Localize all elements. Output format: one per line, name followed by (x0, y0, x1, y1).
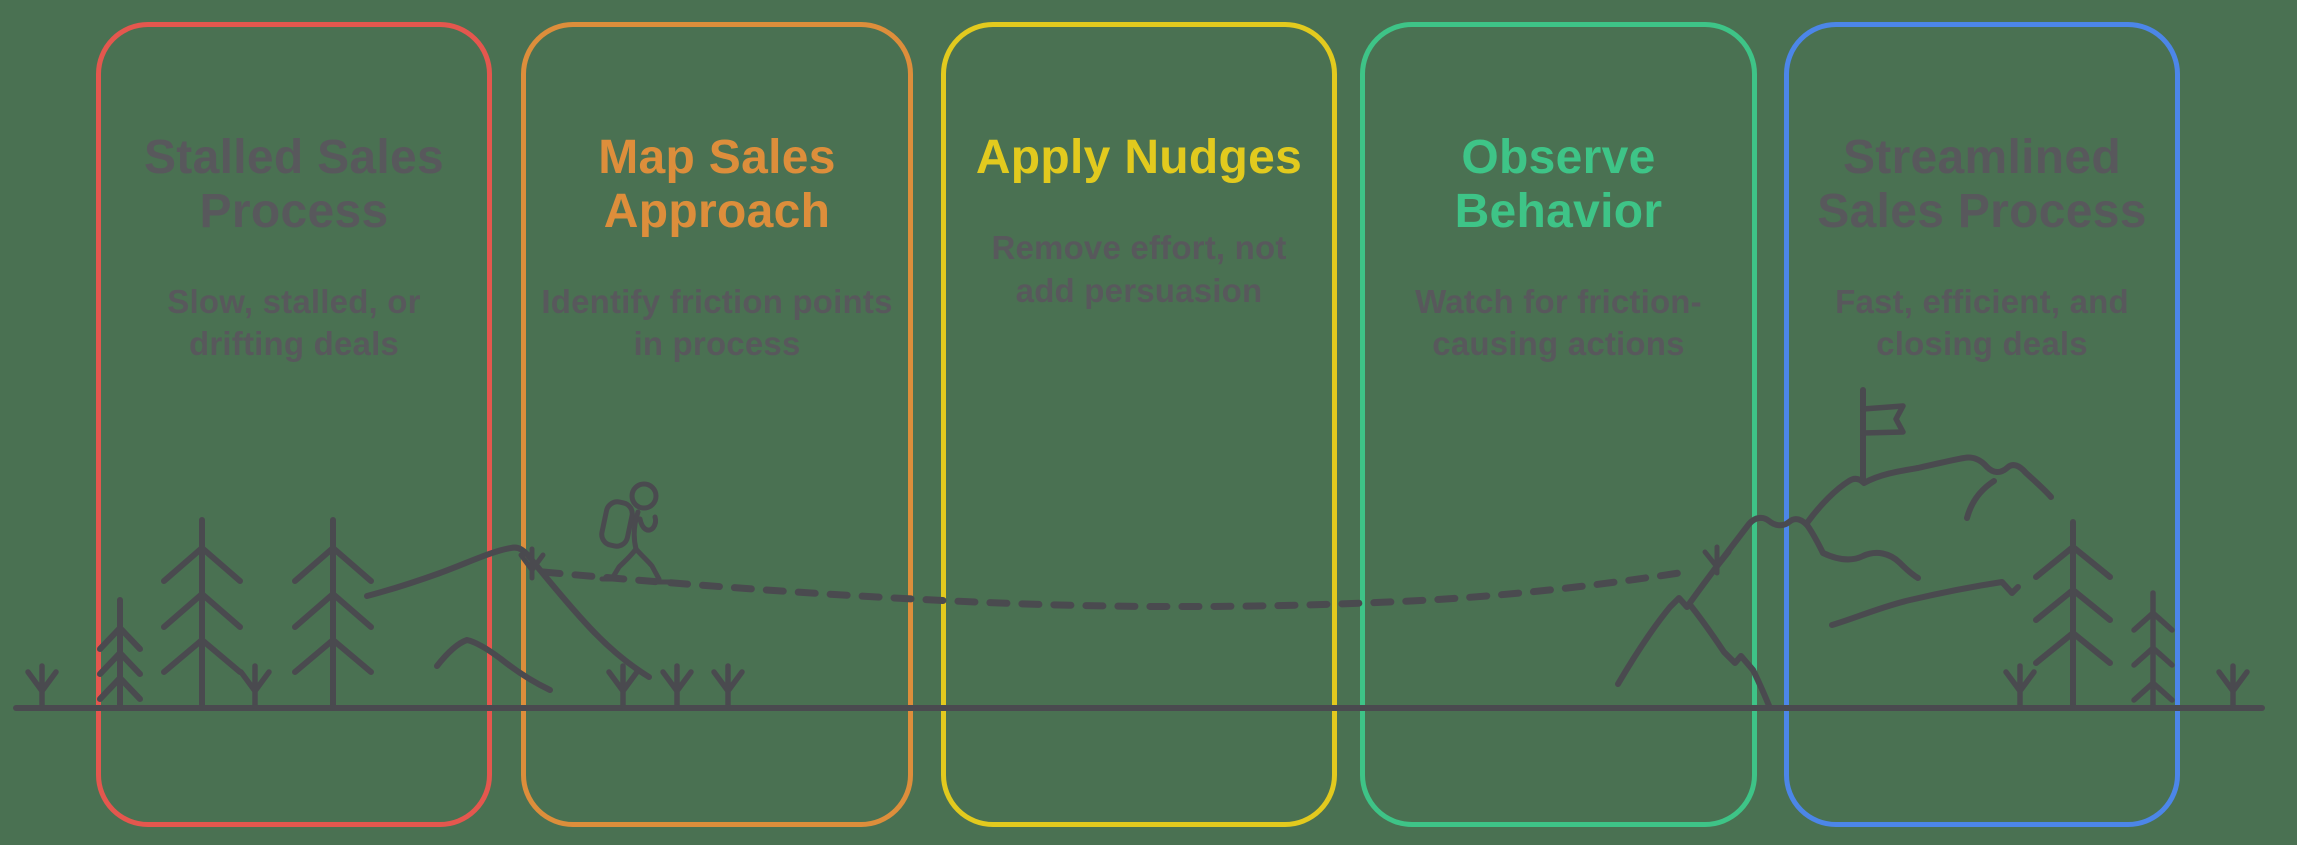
card-title: Stalled Sales Process (143, 131, 445, 238)
card-subtitle: Watch for friction- causing actions (1415, 282, 1702, 363)
card-apply-nudges: Apply Nudges Remove effort, not add pers… (941, 22, 1337, 827)
card-streamlined-sales-process: Streamlined Sales Process Fast, efficien… (1784, 22, 2180, 827)
card-map-sales-approach: Map Sales Approach Identify friction poi… (521, 22, 913, 827)
card-subtitle: Slow, stalled, or drifting deals (167, 282, 421, 363)
card-subtitle: Remove effort, not add persuasion (991, 228, 1287, 309)
card-subtitle: Fast, efficient, and closing deals (1835, 282, 2129, 363)
card-title: Streamlined Sales Process (1817, 131, 2147, 238)
sprout-icon (2216, 663, 2250, 709)
card-observe-behavior: Observe Behavior Watch for friction- cau… (1360, 22, 1757, 827)
card-title: Observe Behavior (1454, 131, 1663, 238)
card-title: Map Sales Approach (598, 131, 836, 238)
sprout-icon (25, 663, 59, 709)
card-title: Apply Nudges (975, 131, 1303, 184)
card-subtitle: Identify friction points in process (541, 282, 893, 363)
card-stalled-sales-process: Stalled Sales Process Slow, stalled, or … (96, 22, 492, 827)
